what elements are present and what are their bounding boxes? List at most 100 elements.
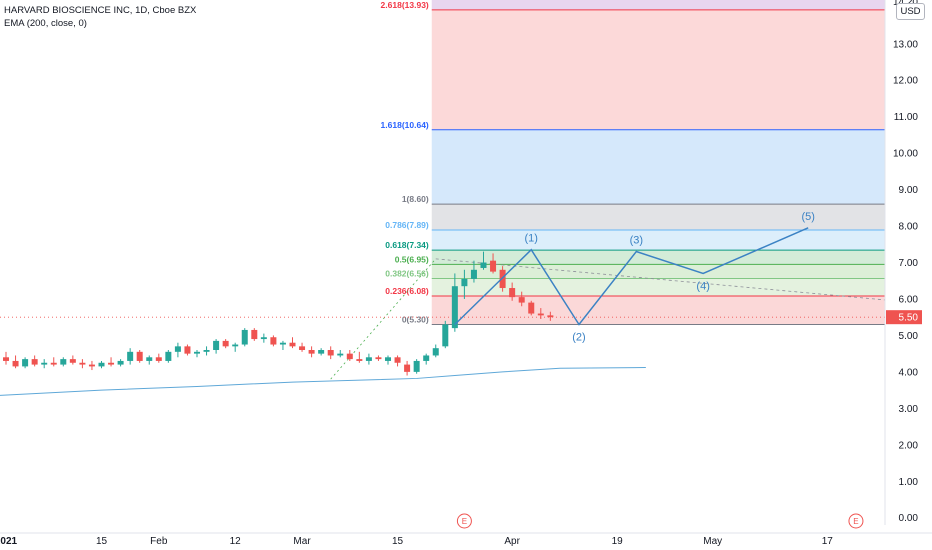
time-tick-label: Mar [293, 536, 311, 547]
candle-body [3, 357, 9, 361]
ema-line [0, 367, 646, 396]
candle-body [432, 348, 439, 356]
candle-body [69, 359, 76, 363]
fib-band [431, 264, 885, 279]
time-tick-label: May [703, 536, 722, 547]
time-tick-label: 12 [230, 536, 242, 547]
candle-body [222, 340, 229, 347]
candle-body [442, 324, 449, 347]
candle-body [203, 350, 210, 352]
candle-body [509, 288, 516, 298]
last-price-tag [886, 310, 922, 325]
candle-body [146, 357, 153, 361]
candle-body [22, 359, 29, 367]
candle-body [480, 262, 487, 268]
candle-body [279, 342, 286, 345]
price-tick-label: 0.00 [899, 513, 919, 524]
fib-level-label: 2.618(13.93) [381, 0, 429, 10]
candle-body [518, 297, 525, 303]
fib-level-label: 1.618(10.64) [381, 120, 429, 130]
symbol-title: HARVARD BIOSCIENCE INC, 1D, Cboe BZX [4, 5, 197, 16]
candle-body [423, 355, 430, 361]
fib-level-label: 0(5.30) [402, 314, 429, 324]
candle-body [404, 364, 411, 372]
price-tick-label: 8.00 [899, 222, 919, 233]
candle-body [490, 260, 497, 272]
price-tick-label: 6.00 [899, 294, 919, 305]
candle-body [327, 350, 334, 356]
price-tick-label: 2.00 [899, 440, 919, 451]
time-tick-label: 15 [392, 536, 404, 547]
fib-band [431, 204, 885, 231]
candle-body [136, 351, 143, 361]
currency-button[interactable]: USD [896, 3, 925, 20]
fib-band [431, 250, 885, 265]
candle-body [461, 278, 468, 287]
time-tick-label: Feb [150, 536, 168, 547]
candle-body [356, 359, 363, 361]
candle-body [365, 357, 372, 361]
earnings-marker-circle [456, 513, 472, 529]
earnings-marker-label: E [853, 517, 858, 526]
candle-body [537, 313, 544, 316]
candle-body [79, 362, 86, 365]
price-tick-label: 4.00 [899, 367, 919, 378]
candle-body [451, 286, 458, 329]
candle-body [127, 351, 134, 361]
candle-body [470, 269, 477, 279]
price-tick-label: 9.00 [899, 185, 919, 196]
fib-level-label: 0.786(7.89) [385, 220, 429, 230]
price-tick-label: 3.00 [899, 404, 919, 415]
candle-body [499, 269, 506, 289]
candle-body [270, 337, 277, 345]
price-tick-label: 12.00 [893, 76, 918, 87]
wave-label: (5) [801, 211, 814, 223]
fib-level-label: 0.618(7.34) [385, 240, 429, 250]
chart-legend: HARVARD BIOSCIENCE INC, 1D, Cboe BZX EMA… [4, 4, 196, 30]
candle-body [174, 346, 181, 352]
candle-body [385, 357, 391, 361]
fib-band [431, 129, 885, 205]
last-price-label: 5.50 [899, 313, 919, 324]
time-tick-label: 2021 [0, 536, 18, 547]
price-tick-label: 5.00 [899, 331, 919, 342]
candle-body [117, 360, 124, 365]
earnings-marker[interactable]: E [848, 513, 864, 529]
candle-body [375, 357, 382, 360]
wave-label: (3) [630, 235, 643, 247]
fib-level-label: 1(8.60) [402, 194, 429, 204]
fib-band [431, 0, 885, 10]
candle-body [394, 357, 401, 363]
candle-body [299, 346, 306, 350]
price-tick-label: 7.00 [899, 258, 919, 269]
earnings-marker[interactable]: E [456, 513, 472, 529]
candle-body [194, 351, 200, 354]
fib-band [431, 9, 885, 130]
candle-body [155, 357, 162, 361]
candle-body [88, 364, 95, 367]
time-tick-label: Apr [504, 536, 520, 547]
time-tick-label: 15 [96, 536, 108, 547]
candle-body [308, 350, 315, 354]
fib-band [431, 230, 885, 251]
candle-body [98, 362, 105, 367]
ema-indicator-label[interactable]: EMA (200, close, 0) [4, 18, 87, 29]
candle-body [547, 315, 554, 318]
price-tick-label: 1.00 [899, 477, 919, 488]
candle-body [232, 344, 239, 347]
earnings-marker-label: E [462, 517, 467, 526]
time-tick-label: 17 [822, 536, 834, 547]
candle-body [251, 329, 258, 340]
candle-body [260, 337, 267, 340]
candle-body [289, 342, 296, 347]
wave-label: (1) [525, 233, 538, 245]
trend-line [435, 258, 895, 302]
candle-body [241, 329, 248, 345]
candle-body [165, 351, 172, 361]
price-tick-label: 13.00 [893, 39, 918, 50]
candle-body [50, 362, 57, 365]
candle-body [31, 359, 38, 365]
elliott-wave-line [454, 227, 809, 326]
earnings-marker-circle [848, 513, 864, 529]
